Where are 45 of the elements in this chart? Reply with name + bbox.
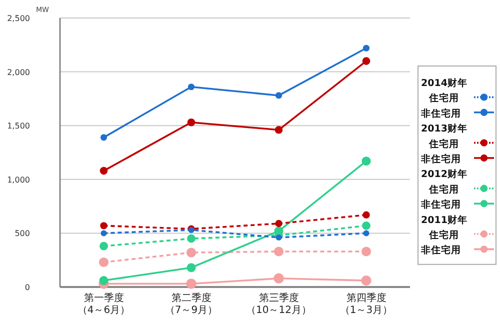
x-tick-label: 第二季度（7～9月） (164, 292, 218, 316)
legend-label: 非住宅用 (420, 107, 461, 120)
point (100, 222, 108, 230)
point (100, 242, 108, 250)
point (363, 230, 370, 236)
legend-label: 非住宅用 (420, 153, 461, 165)
point (100, 134, 108, 141)
point (187, 118, 196, 126)
point (274, 246, 284, 256)
point (362, 221, 370, 230)
y-tick-label: 1,000 (7, 175, 30, 184)
legend-label: 2014财年住宅用 (421, 77, 468, 104)
point (275, 220, 282, 228)
point (276, 234, 282, 241)
point (362, 211, 370, 219)
y-tick-label: 2,000 (7, 68, 30, 77)
legend-label: 非住宅用 (420, 244, 461, 256)
x-tick-label: 第三季度（10～12月） (246, 292, 312, 316)
y-tick-label: 0 (24, 283, 30, 292)
point (361, 275, 372, 286)
legend-label: 2011财年住宅用 (421, 214, 468, 241)
point (186, 263, 196, 272)
point (98, 257, 109, 268)
y-tick-label: 500 (14, 229, 30, 238)
point (186, 278, 196, 289)
legend-label: 2012财年住宅用 (421, 168, 468, 196)
point (100, 230, 107, 236)
point (274, 126, 283, 134)
point (362, 44, 370, 52)
y-tick-label: 1,500 (7, 122, 30, 131)
point (362, 57, 370, 65)
point (188, 84, 195, 90)
point (186, 248, 196, 258)
point (361, 246, 372, 256)
point (274, 273, 284, 284)
legend-label: 非住宅用 (420, 198, 461, 211)
x-tick-label: 第四季度（1～3月） (340, 292, 393, 316)
point (99, 276, 108, 286)
point (362, 156, 371, 166)
point (275, 92, 282, 99)
y-tick-label: 2,500 (7, 14, 30, 23)
point (187, 234, 196, 243)
legend-label: 2013财年住宅用 (421, 122, 468, 150)
point (100, 166, 108, 175)
x-tick-label: 第一季度（4～6月） (77, 292, 130, 316)
